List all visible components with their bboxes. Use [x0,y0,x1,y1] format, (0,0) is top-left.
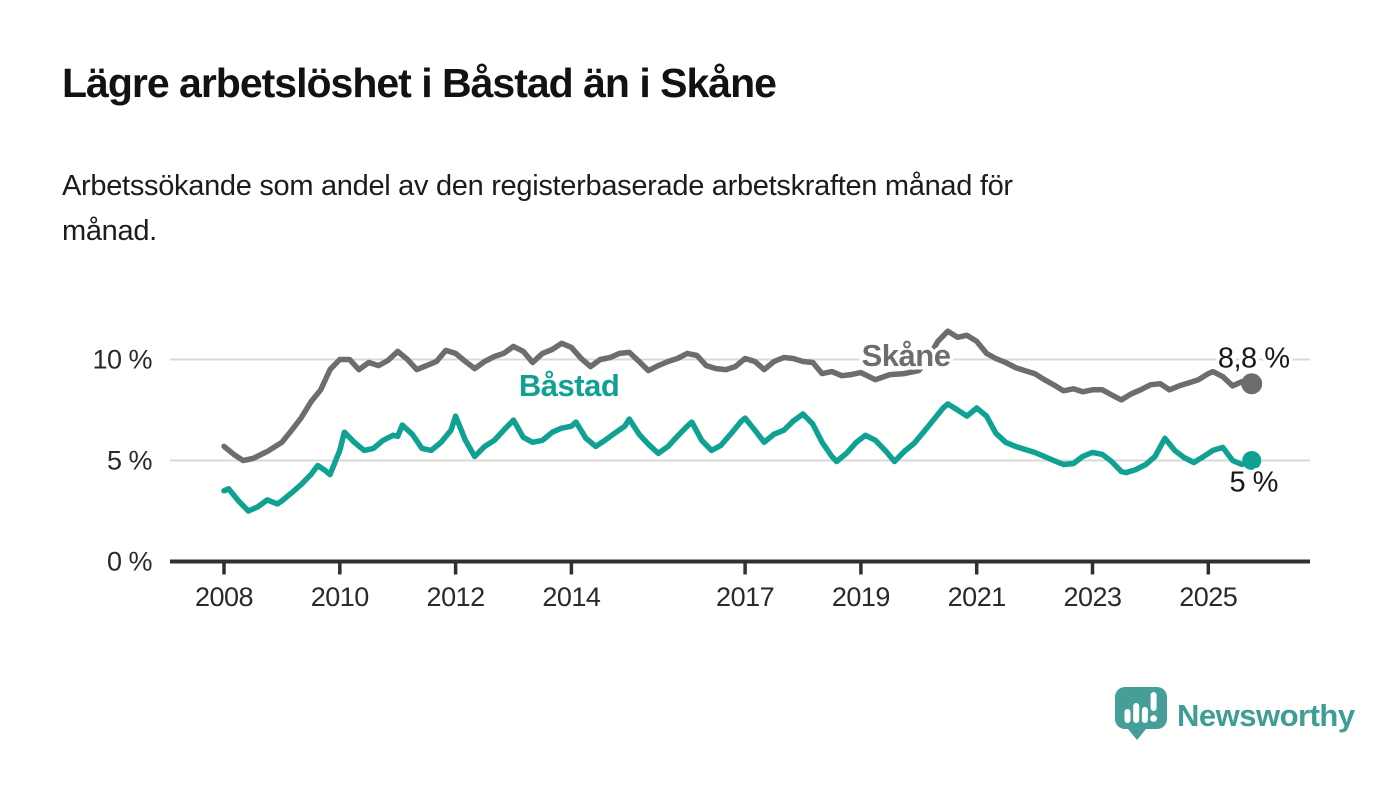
x-tick-label: 2008 [195,582,253,612]
end-dot-skne [1241,373,1263,395]
newsworthy-logo-icon [1115,687,1167,740]
x-tick-label: 2023 [1063,582,1121,612]
chart-title: Lägre arbetslöshet i Båstad än i Skåne [62,60,777,106]
end-value-label-bstad: 5 % [1229,467,1277,499]
x-tick-labels: 2008 2010 2012 2014 2017 2019 2021 2023 2025 [195,582,1238,612]
x-tick-label: 2019 [832,582,890,612]
series-lines [221,328,1255,514]
x-tick-label: 2025 [1179,582,1237,612]
newsworthy-logo: Newsworthy [1115,686,1355,746]
chart-subtitle: Arbetssökande som andel av den registerb… [62,170,1013,247]
series-name-labels: Skåne Båstad [515,334,954,406]
y-tick-label: 5 % [107,446,153,476]
exclamation-bar-icon [1150,692,1157,711]
bar-icon-short [1124,709,1131,723]
series-end-value-labels: 8,8 % 5 % [1214,339,1293,502]
series-end-dots [1241,373,1263,470]
x-tick-label: 2010 [311,582,369,612]
series-line-bstad [221,401,1255,514]
x-tick-marks [222,563,1211,575]
end-dot-bstad [1242,451,1262,470]
bar-icon-medium [1141,707,1148,723]
bar-icon-tall [1133,703,1140,723]
series-label-bstad: Båstad [519,368,619,403]
brand-name: Newsworthy [1177,698,1355,733]
x-tick-label: 2021 [948,582,1006,612]
x-tick-label: 2014 [542,582,601,612]
series-line-skne [221,328,1255,464]
series-label-skne: Skåne [862,338,951,373]
y-tick-labels: 0 % 5 % 10 % [92,345,153,577]
y-tick-label: 0 % [107,547,153,577]
x-tick-label: 2017 [716,582,774,612]
x-tick-label: 2012 [427,582,485,612]
speech-bubble-shape [1115,687,1167,740]
exclamation-dot-icon [1150,715,1157,722]
end-value-label-skne: 8,8 % [1218,343,1290,375]
y-tick-label: 10 % [92,345,152,375]
